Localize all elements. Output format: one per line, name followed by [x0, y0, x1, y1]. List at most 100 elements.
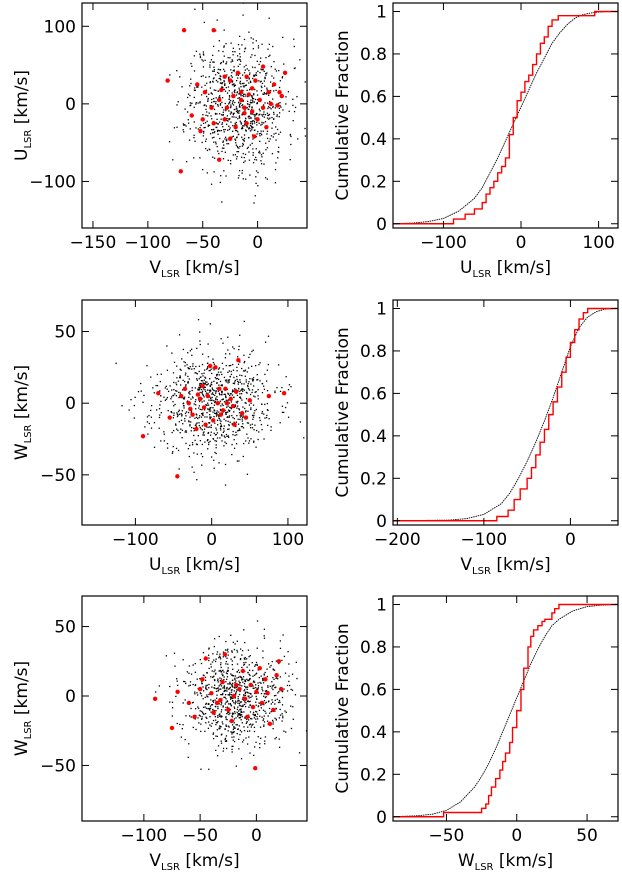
background-point [264, 690, 267, 692]
background-point [220, 118, 222, 120]
background-point [207, 426, 209, 428]
background-point [209, 707, 212, 709]
background-point [262, 709, 265, 711]
background-point [217, 368, 220, 370]
background-point [234, 154, 237, 156]
highlight-point [203, 656, 208, 661]
background-point [266, 117, 269, 119]
background-point [221, 82, 224, 84]
background-point [241, 383, 243, 385]
background-point [214, 716, 217, 718]
background-point [186, 111, 189, 113]
background-point [227, 435, 229, 437]
background-point [194, 671, 197, 673]
background-point [197, 717, 199, 719]
background-point [201, 353, 204, 355]
background-point [223, 676, 225, 678]
background-point [193, 471, 195, 473]
background-point [210, 398, 212, 400]
background-point [218, 378, 220, 380]
background-point [231, 679, 234, 682]
background-point [245, 691, 247, 693]
background-point [238, 428, 241, 430]
x-axis-title-subscript: LSR [472, 566, 491, 577]
background-point [230, 105, 232, 108]
x-axis-title: ULSR [km/s] [460, 258, 551, 280]
background-point [234, 101, 236, 104]
background-point [198, 370, 200, 373]
background-point [218, 411, 220, 413]
background-point [242, 178, 244, 180]
background-point [282, 36, 284, 39]
background-point [212, 732, 215, 734]
background-point [190, 411, 192, 413]
y-axis-title: Cumulative Fraction [333, 327, 353, 497]
background-point [213, 645, 215, 648]
highlight-point [239, 411, 245, 416]
background-point [191, 368, 193, 370]
background-point [150, 404, 153, 407]
background-point [249, 353, 251, 355]
background-point [260, 68, 262, 70]
x-axis-title-subscript: LSR [475, 862, 494, 873]
background-point [229, 353, 231, 355]
background-point [227, 730, 229, 732]
background-point [251, 120, 253, 122]
background-point [264, 177, 267, 179]
background-point [226, 657, 228, 659]
background-point [294, 67, 296, 69]
background-point [240, 123, 243, 125]
background-point [227, 120, 229, 122]
y-tick-label: 1 [376, 595, 387, 615]
background-point [176, 104, 178, 106]
background-point [254, 713, 256, 716]
highlight-point [249, 109, 255, 114]
background-point [253, 93, 255, 95]
background-point [229, 160, 232, 162]
background-point [175, 390, 177, 392]
background-point [247, 726, 249, 728]
background-point [232, 135, 235, 138]
background-point [248, 73, 251, 76]
background-point [178, 396, 180, 399]
background-point [240, 731, 243, 733]
background-point [241, 105, 243, 107]
background-point [217, 150, 219, 152]
background-point [225, 740, 228, 742]
background-point [142, 401, 144, 404]
background-point [264, 373, 266, 376]
background-point [180, 736, 182, 738]
background-point [227, 86, 230, 88]
background-point [222, 723, 224, 725]
background-point [168, 141, 171, 143]
background-point [244, 641, 246, 644]
background-point [247, 695, 249, 697]
background-point [231, 731, 233, 733]
background-point [221, 403, 223, 405]
background-point [217, 390, 219, 392]
background-point [212, 438, 215, 440]
highlight-point [205, 393, 211, 399]
background-point [234, 381, 236, 383]
background-point [215, 398, 217, 401]
background-point [246, 68, 248, 70]
background-point [264, 93, 266, 95]
background-point [225, 364, 227, 367]
background-point [220, 425, 223, 428]
background-point [292, 706, 294, 708]
background-point [197, 86, 199, 88]
background-point [193, 121, 195, 123]
background-point [208, 408, 210, 410]
background-point [239, 418, 241, 421]
background-point [269, 712, 271, 714]
background-point [232, 728, 234, 731]
background-point [278, 746, 281, 749]
background-point [226, 678, 228, 680]
background-point [229, 683, 232, 685]
background-point [310, 156, 311, 157]
background-point [196, 422, 198, 424]
background-point [251, 127, 254, 129]
background-point [239, 145, 241, 148]
black-smooth-cdf-line [393, 11, 618, 225]
background-point [188, 715, 191, 717]
